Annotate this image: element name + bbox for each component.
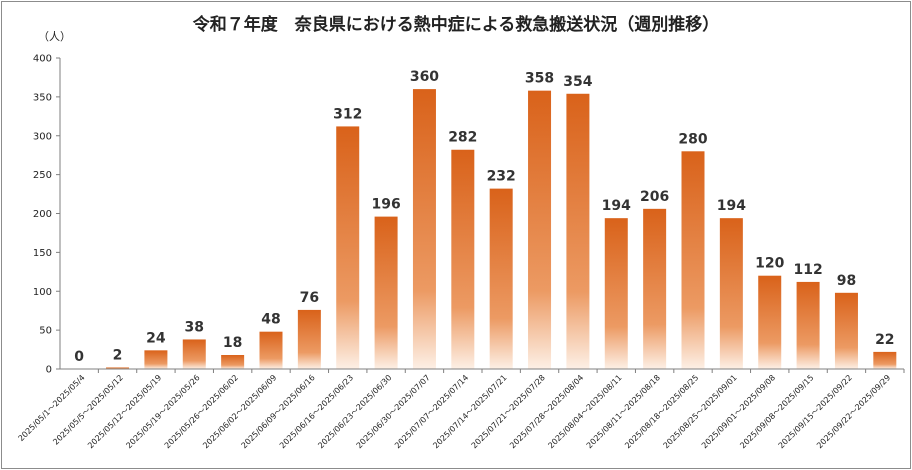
x-tick-label: 2025/08/25～2025/09/01 <box>662 373 739 450</box>
x-tick-label: 2025/07/07～2025/07/14 <box>393 373 470 450</box>
data-label: 312 <box>333 106 362 122</box>
x-tick-label: 2025/09/22～2025/09/29 <box>815 373 892 450</box>
bar <box>604 218 628 369</box>
data-label: 120 <box>755 256 784 272</box>
bar <box>681 151 705 369</box>
bar <box>758 275 782 369</box>
bar <box>643 208 667 369</box>
x-tick-label: 2025/06/02～2025/06/09 <box>201 373 278 450</box>
y-axis-unit-label: （人） <box>38 30 71 43</box>
x-tick-label: 2025/05/19～2025/05/26 <box>124 373 201 450</box>
y-tick-label: 150 <box>33 248 52 259</box>
data-label: 38 <box>185 319 204 335</box>
data-label: 2 <box>113 347 123 363</box>
bar-series: 0 2 24 38 18 48 76 312 196 360 282 232 358 354 194 206 2… <box>74 69 897 369</box>
x-tick-label: 2025/05/12～2025/05/19 <box>86 373 163 450</box>
bar <box>144 350 168 369</box>
data-label: 360 <box>410 69 439 85</box>
data-label: 282 <box>448 130 477 146</box>
x-tick-label: 2025/09/15～2025/09/22 <box>777 373 854 450</box>
y-tick-label: 350 <box>33 92 52 103</box>
bar <box>297 309 321 369</box>
x-tick-label: 2025/09/01～2025/09/08 <box>700 373 777 450</box>
x-tick-label: 2025/06/09～2025/06/16 <box>240 373 317 450</box>
data-label: 280 <box>678 131 707 147</box>
bar <box>374 216 398 369</box>
x-tick-label: 2025/09/08～2025/09/15 <box>738 373 815 450</box>
bar <box>451 149 475 369</box>
bar <box>412 89 436 369</box>
bar <box>259 331 283 369</box>
x-tick-label: 2025/08/18～2025/08/25 <box>623 373 700 450</box>
bar <box>566 93 590 369</box>
data-label: 354 <box>563 74 592 90</box>
x-tick-label: 2025/06/30～2025/07/07 <box>355 373 432 450</box>
data-label: 48 <box>261 312 280 328</box>
data-label: 98 <box>837 273 856 289</box>
x-tick-label: 2025/05/26～2025/06/02 <box>163 373 240 450</box>
y-tick-label: 0 <box>46 365 52 376</box>
x-tick-label: 2025/08/11～2025/08/18 <box>585 373 662 450</box>
bar <box>834 292 858 369</box>
data-label: 196 <box>371 197 400 213</box>
data-label: 18 <box>223 335 242 351</box>
bar <box>528 90 552 369</box>
y-axis: 0 50 100 150 200 250 300 350 400 <box>33 54 61 376</box>
x-tick-label: 2025/07/21～2025/07/28 <box>470 373 547 450</box>
bar <box>489 188 513 369</box>
chart-title: 令和７年度 奈良県における熱中症による救急搬送状況（週別推移） <box>193 14 720 35</box>
y-tick-label: 400 <box>33 54 52 65</box>
x-tick-label: 2025/06/16～2025/06/23 <box>278 373 355 450</box>
y-tick-label: 100 <box>33 287 52 298</box>
x-tick-label: 2025/06/23～2025/06/30 <box>316 373 393 450</box>
y-tick-label: 250 <box>33 170 52 181</box>
y-tick-label: 300 <box>33 131 52 142</box>
data-label: 358 <box>525 71 554 87</box>
data-label: 24 <box>146 330 166 346</box>
bar <box>106 367 130 369</box>
bar <box>796 281 820 369</box>
bar <box>221 355 245 369</box>
x-tick-label: 2025/05/5～2025/05/12 <box>51 373 125 447</box>
y-tick-label: 50 <box>39 326 52 337</box>
x-tick-label: 2025/08/04～2025/08/11 <box>546 373 623 450</box>
data-label: 76 <box>300 290 319 306</box>
bar <box>873 351 897 369</box>
x-tick-label: 2025/07/28～2025/08/04 <box>508 373 585 450</box>
data-label: 112 <box>793 262 822 278</box>
data-label: 194 <box>602 198 631 214</box>
x-tick-label: 2025/05/1～2025/05/4 <box>17 373 87 443</box>
bar <box>336 126 360 369</box>
x-tick-label: 2025/07/14～2025/07/21 <box>431 373 508 450</box>
data-label: 0 <box>74 349 84 365</box>
x-axis: 2025/05/1～2025/05/42025/05/5～2025/05/122… <box>17 368 905 450</box>
data-label: 232 <box>487 169 516 185</box>
data-label: 194 <box>717 198 746 214</box>
y-tick-label: 200 <box>33 209 52 220</box>
bar <box>719 218 743 369</box>
data-label: 22 <box>875 332 894 348</box>
bar <box>182 339 206 369</box>
data-label: 206 <box>640 189 669 205</box>
